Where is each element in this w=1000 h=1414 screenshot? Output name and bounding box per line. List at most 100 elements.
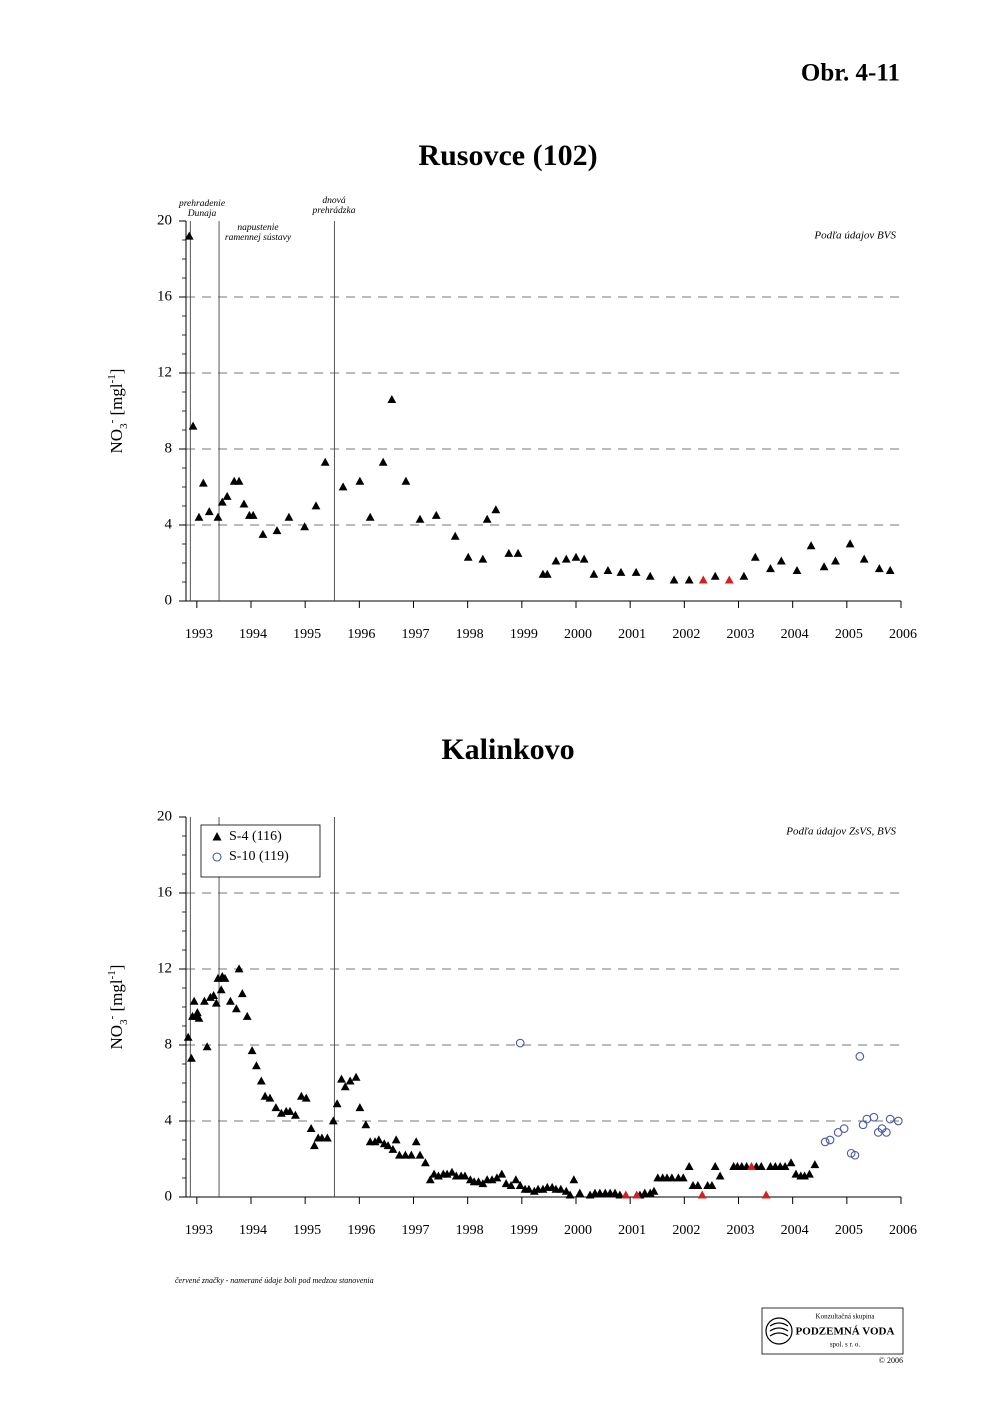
x-tick-label: 2004 xyxy=(781,1223,809,1238)
data-point xyxy=(497,1169,507,1178)
data-point xyxy=(242,1011,252,1020)
y-axis-label-part: - xyxy=(106,1015,118,1019)
x-tick-label: 2000 xyxy=(564,1223,592,1238)
data-point xyxy=(684,1162,694,1170)
x-tick-label: 1993 xyxy=(185,1223,213,1238)
data-point xyxy=(234,476,244,485)
data-point xyxy=(345,1076,355,1085)
data-point xyxy=(810,1160,820,1169)
y-axis-label-part: -1 xyxy=(106,970,118,979)
event-label: ramennej sústavy xyxy=(225,233,292,243)
data-point xyxy=(338,482,348,491)
data-point xyxy=(501,1179,511,1188)
data-point xyxy=(374,1135,384,1144)
data-point xyxy=(724,575,734,584)
x-tick-label: 1995 xyxy=(293,627,321,642)
data-point xyxy=(506,1181,516,1189)
data-point xyxy=(252,1061,261,1070)
data-point xyxy=(431,510,441,519)
y-axis-label: NO3- [mgl-1] xyxy=(106,369,130,454)
data-point xyxy=(621,1190,631,1199)
copyright: © 2006 xyxy=(879,1356,903,1365)
y-tick-label: 4 xyxy=(165,516,173,532)
data-point xyxy=(209,991,219,999)
data-point xyxy=(806,541,816,550)
data-point xyxy=(845,539,855,548)
x-tick-label: 2005 xyxy=(835,627,863,642)
logo-icon xyxy=(765,1317,793,1345)
data-point xyxy=(693,1181,703,1189)
data-point xyxy=(805,1169,814,1178)
data-point xyxy=(776,556,786,565)
data-point xyxy=(247,1046,257,1055)
data-point xyxy=(589,569,599,578)
data-point xyxy=(188,421,198,430)
x-tick-label: 1993 xyxy=(185,627,213,642)
data-point xyxy=(862,1114,872,1124)
data-point xyxy=(882,1128,891,1137)
y-tick-label: 0 xyxy=(165,1188,173,1204)
data-point xyxy=(569,1175,579,1184)
data-point xyxy=(183,1032,193,1041)
data-point xyxy=(211,998,221,1007)
data-point xyxy=(698,575,708,584)
data-point xyxy=(561,1186,571,1195)
event-label: prehradenie xyxy=(178,199,225,209)
x-tick-label: 2001 xyxy=(618,1223,646,1238)
data-point xyxy=(202,1042,212,1051)
x-tick-label: 2003 xyxy=(727,1223,755,1238)
data-point xyxy=(332,1099,342,1108)
data-point xyxy=(825,1135,835,1145)
data-point xyxy=(328,1116,338,1125)
event-label: napustenie xyxy=(237,223,278,233)
data-point xyxy=(565,1190,575,1199)
data-point xyxy=(478,1179,488,1188)
data-point xyxy=(198,478,208,487)
data-point xyxy=(192,1008,202,1017)
data-point xyxy=(792,566,802,574)
data-point xyxy=(710,1162,720,1170)
data-point xyxy=(365,512,375,521)
legend-box xyxy=(200,824,321,878)
data-point xyxy=(504,548,514,557)
y-tick-label: 8 xyxy=(165,1036,173,1052)
legend-label: S-4 (116) xyxy=(229,829,282,844)
data-point xyxy=(515,1181,525,1189)
data-point xyxy=(869,1112,879,1122)
data-point xyxy=(337,1074,346,1083)
data-point xyxy=(248,510,258,519)
data-point xyxy=(603,566,613,574)
x-tick-label: 2005 xyxy=(835,1223,863,1238)
x-tick-label: 1994 xyxy=(239,1223,267,1238)
data-point xyxy=(421,1158,430,1167)
data-point xyxy=(222,491,232,500)
data-point xyxy=(301,1093,311,1102)
data-point xyxy=(388,1144,398,1153)
data-point xyxy=(678,1173,688,1182)
data-source: Podľa údajov ZsVS, BVS xyxy=(785,826,896,838)
event-label: dnová xyxy=(322,196,345,206)
data-point xyxy=(524,1184,534,1193)
x-tick-label: 1999 xyxy=(510,627,538,642)
data-point xyxy=(697,1190,707,1199)
x-tick-label: 1996 xyxy=(347,1223,375,1238)
data-point xyxy=(194,1013,204,1022)
data-point xyxy=(820,1137,830,1147)
data-point xyxy=(575,1188,585,1197)
data-point xyxy=(610,1188,620,1197)
y-axis-label-part: -1 xyxy=(106,374,118,383)
data-point xyxy=(271,1103,281,1112)
y-axis-label-part: [mgl xyxy=(107,383,126,420)
data-point xyxy=(415,514,425,523)
data-point xyxy=(855,1052,865,1061)
x-tick-label: 1997 xyxy=(402,1223,430,1238)
data-point xyxy=(187,1053,196,1062)
data-point xyxy=(383,1141,393,1150)
data-point xyxy=(616,567,626,576)
data-point xyxy=(194,512,204,521)
data-point xyxy=(669,575,679,584)
data-point xyxy=(561,554,571,563)
data-point xyxy=(291,1110,300,1119)
data-point xyxy=(631,567,641,576)
data-point xyxy=(395,1150,404,1159)
